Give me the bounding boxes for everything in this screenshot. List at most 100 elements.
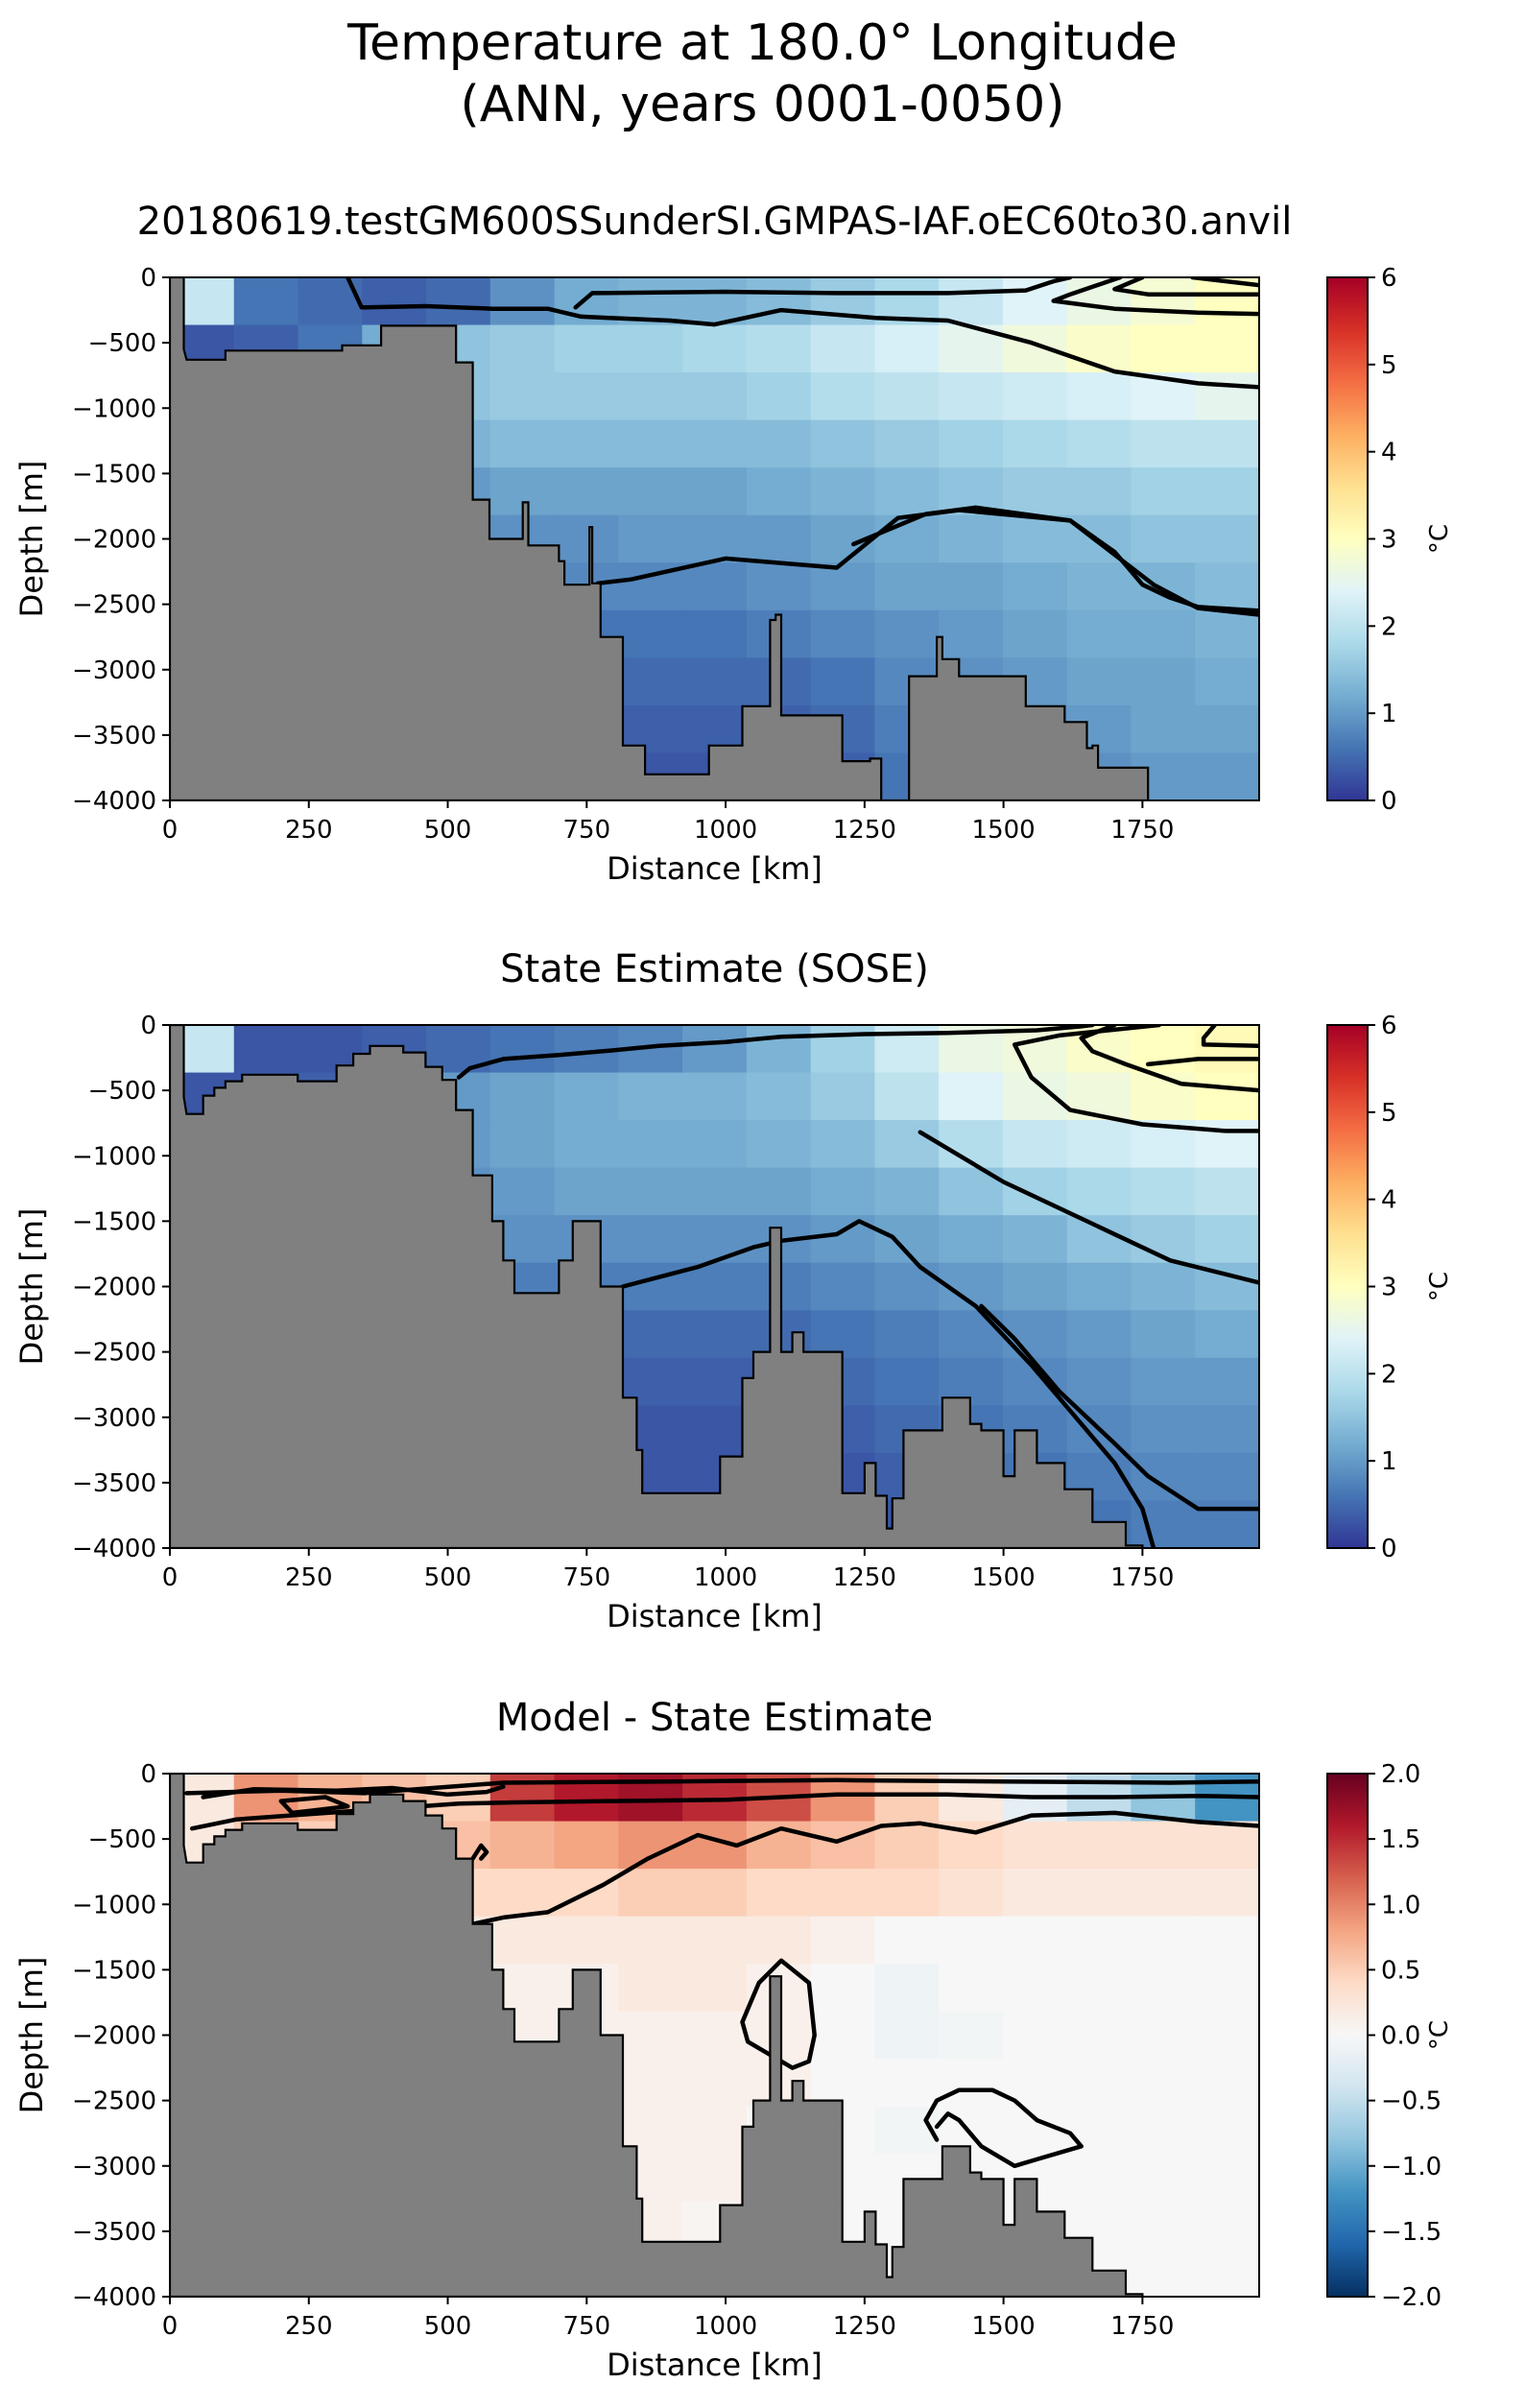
heatmap-cell: [810, 1869, 876, 1918]
heatmap-cell: [1066, 372, 1132, 421]
heatmap-cell: [554, 372, 620, 421]
heatmap-cell: [682, 1072, 748, 1122]
heatmap-cell: [746, 1916, 812, 1966]
colorbar-tick-label: 2.0: [1381, 1760, 1420, 1789]
heatmap-cell: [1195, 514, 1259, 564]
heatmap-cell: [874, 2059, 941, 2108]
heatmap-cell: [682, 1262, 748, 1312]
heatmap-cell: [682, 2106, 748, 2156]
heatmap-cell: [618, 419, 684, 469]
heatmap-cell: [1195, 704, 1259, 754]
y-tick-label: −2500: [72, 2087, 156, 2116]
heatmap-cell: [1131, 1916, 1197, 1966]
heatmap-cell: [1066, 1167, 1132, 1217]
y-tick-label: 0: [140, 264, 156, 293]
x-tick-label: 0: [162, 2312, 179, 2341]
x-tick-label: 1000: [694, 2312, 757, 2341]
heatmap-cell: [1131, 1025, 1197, 1074]
contour-line: [1051, 277, 1259, 317]
x-tick-label: 750: [562, 816, 610, 845]
x-tick-label: 1500: [972, 1563, 1036, 1592]
heatmap-cell: [810, 1916, 876, 1966]
y-tick-label: −1000: [72, 394, 156, 423]
x-axis-label: Distance [km]: [607, 2347, 822, 2383]
heatmap-cell: [1195, 657, 1259, 706]
heatmap-cell: [1066, 2154, 1132, 2203]
y-tick-label: −500: [88, 1077, 156, 1106]
heatmap-cell: [1195, 2201, 1259, 2251]
x-tick-label: 1000: [694, 1563, 757, 1592]
heatmap-cell: [682, 324, 748, 374]
heatmap-cell: [874, 419, 941, 469]
heatmap-cell: [939, 2011, 1004, 2061]
heatmap-cell: [1002, 1964, 1068, 2013]
y-tick-label: −3500: [72, 2218, 156, 2247]
contour-line: [456, 1025, 1095, 1080]
heatmap-cell: [1131, 1072, 1197, 1122]
heatmap-cell: [1066, 1262, 1132, 1312]
heatmap-cell: [1195, 752, 1259, 800]
heatmap-cell: [1131, 1452, 1197, 1502]
heatmap-cell: [874, 562, 941, 611]
heatmap-cell: [874, 1964, 941, 2013]
heatmap-cell: [810, 324, 876, 374]
heatmap-cell: [618, 1916, 684, 1966]
y-tick-label: −3000: [72, 656, 156, 685]
panel-3: Model - State Estimate 0 250 500 750 1000 1250…: [13, 1696, 1454, 2383]
colorbar-tick-label: 2: [1381, 612, 1397, 641]
y-tick-label: −1500: [72, 460, 156, 489]
heatmap-cell: [1002, 514, 1068, 564]
x-tick-label: 1750: [1110, 816, 1174, 845]
panels: 20180619.testGM600SSunderSI.GMPAS-IAF.oE…: [13, 200, 1454, 2383]
colorbar-tick-label: 0.0: [1381, 2022, 1420, 2051]
contour-line: [201, 1784, 506, 1800]
heatmap-cell: [810, 372, 876, 421]
heatmap-cell: [1195, 1167, 1259, 1217]
heatmap-cell: [1131, 1964, 1197, 2013]
heatmap-cell: [1002, 467, 1068, 516]
panel-title: State Estimate (SOSE): [500, 947, 929, 991]
colorbar-gradient: [1326, 276, 1369, 801]
heatmap-cell: [426, 1774, 491, 1823]
colorbar-tick-label: 3: [1381, 526, 1397, 555]
heatmap-cell: [682, 514, 748, 564]
heatmap-cell: [618, 2059, 684, 2108]
heatmap-cell: [1131, 419, 1197, 469]
heatmap-cell: [746, 324, 812, 374]
contour-line: [620, 1219, 1156, 1548]
x-tick-label: 1250: [833, 1563, 896, 1592]
x-tick-label: 250: [285, 2312, 333, 2341]
heatmap-cell: [1195, 609, 1259, 659]
heatmap-cell: [810, 657, 876, 706]
y-tick-label: −3000: [72, 1404, 156, 1433]
colorbar-gradient: [1326, 1024, 1369, 1549]
heatmap-cell: [1131, 1405, 1197, 1454]
colorbar-tick-label: 1.5: [1381, 1825, 1420, 1854]
x-tick-label: 750: [562, 2312, 610, 2341]
heatmap-cell: [1066, 1869, 1132, 1918]
heatmap-cell: [1195, 1916, 1259, 1966]
heatmap-cell: [1002, 609, 1068, 659]
heatmap-cell: [489, 372, 556, 421]
heatmap-cell: [682, 562, 748, 611]
heatmap-cell: [1195, 419, 1259, 469]
heatmap-cell: [682, 1357, 748, 1407]
x-tick-label: 1250: [833, 2312, 896, 2341]
heatmap-cell: [1002, 419, 1068, 469]
contour-line: [1201, 1025, 1259, 1049]
heatmap-cell: [1195, 1821, 1259, 1871]
heatmap-cell: [682, 2154, 748, 2203]
heatmap-cell: [1195, 324, 1259, 374]
heatmap-cell: [489, 1120, 556, 1169]
heatmap-cell: [489, 277, 556, 326]
heatmap-cell: [1066, 1964, 1132, 2013]
colorbar-tick-label: 1: [1381, 1447, 1397, 1476]
contour-line: [1079, 1025, 1259, 1093]
heatmap-cell: [618, 2011, 684, 2061]
y-tick-label: −2000: [72, 2022, 156, 2051]
heatmap-cell: [1131, 1310, 1197, 1359]
y-tick-label: −2500: [72, 1339, 156, 1368]
colorbar-tick-label: −1.0: [1381, 2153, 1442, 2182]
heatmap-cell: [554, 1821, 620, 1871]
